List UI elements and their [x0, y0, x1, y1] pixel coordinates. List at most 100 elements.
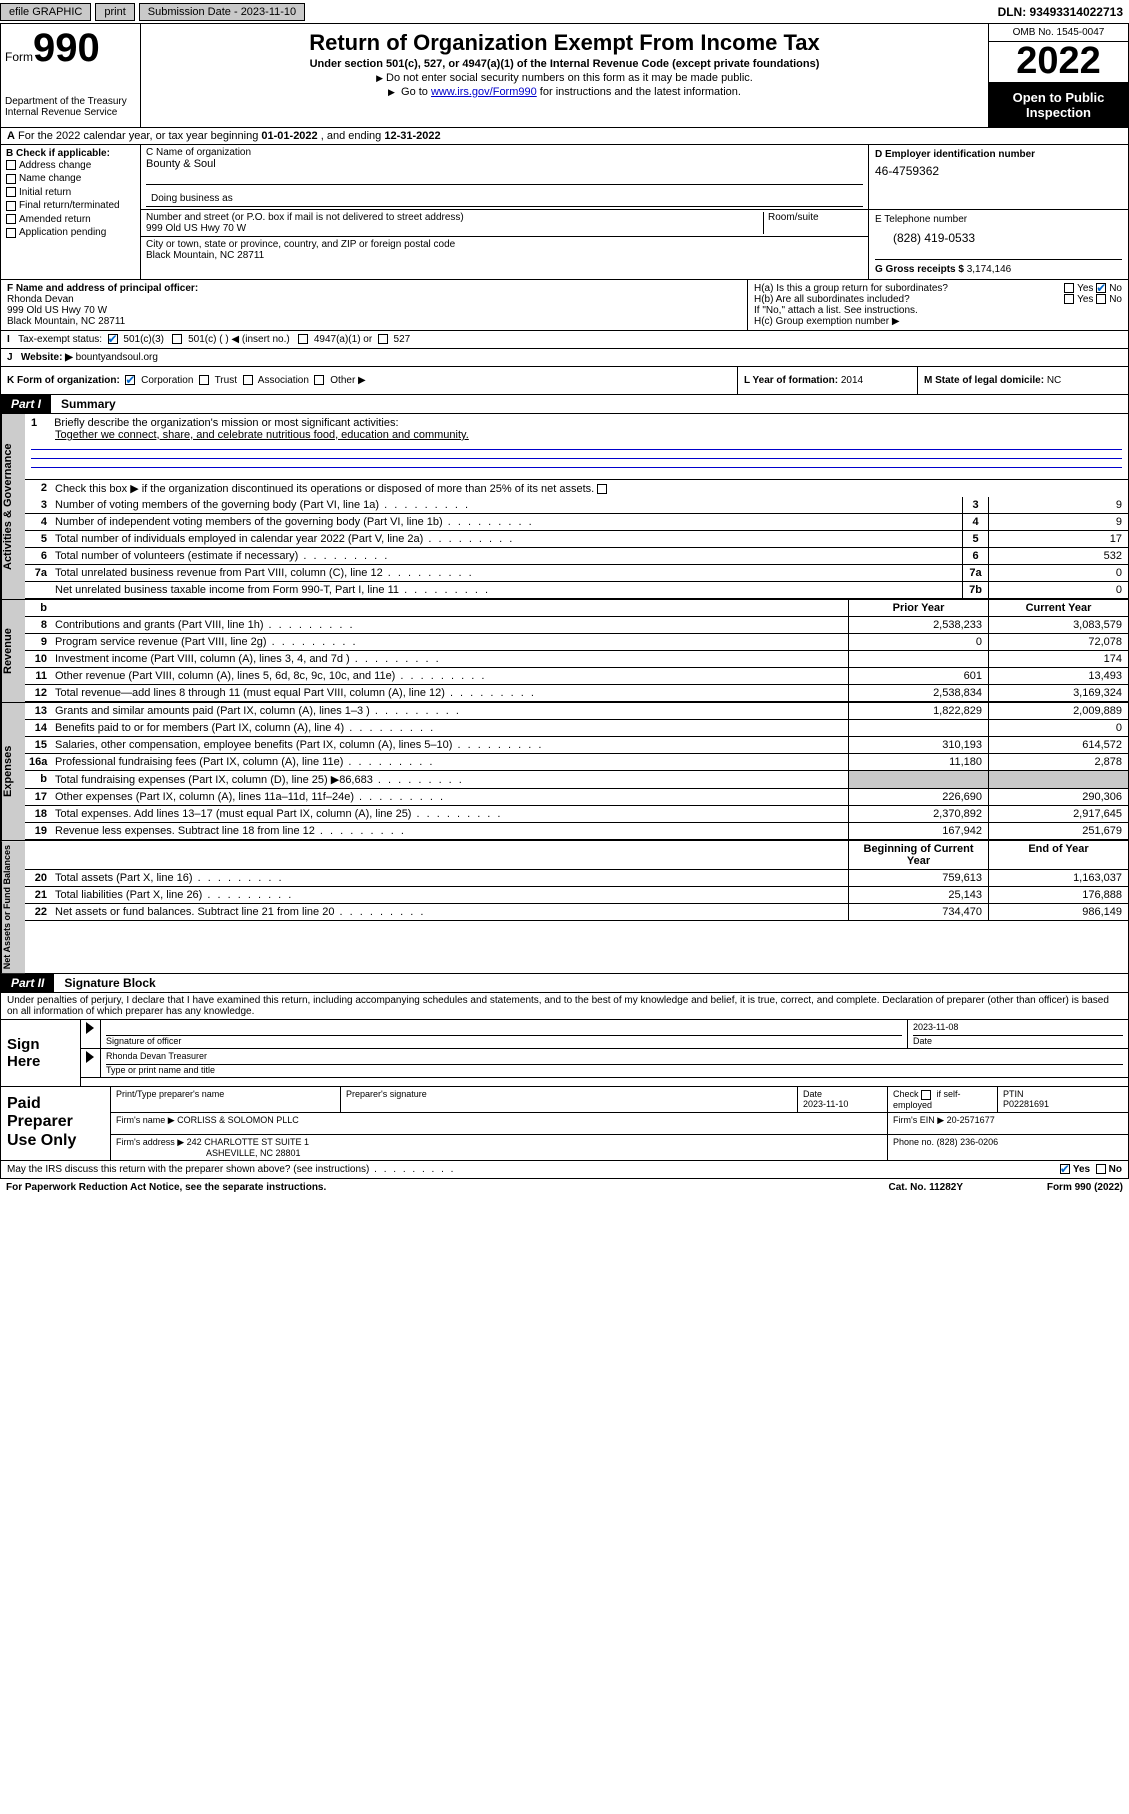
print-button[interactable]: print	[95, 3, 134, 21]
org-name-value: Bounty & Soul	[146, 158, 863, 170]
chk-self-emp[interactable]	[921, 1090, 931, 1100]
city-label: City or town, state or province, country…	[146, 239, 863, 250]
phone-label: E Telephone number	[875, 214, 1122, 225]
chk-name-change[interactable]: Name change	[6, 172, 135, 186]
org-name-label: C Name of organization	[146, 147, 863, 158]
part1-title: Summary	[51, 395, 1128, 413]
col-d-ein: D Employer identification number 46-4759…	[868, 145, 1128, 209]
row-a-pre: For the 2022 calendar year, or tax year …	[18, 130, 261, 142]
form-title: Return of Organization Exempt From Incom…	[149, 30, 980, 56]
hb-no[interactable]	[1096, 294, 1106, 304]
hb-yes[interactable]	[1064, 294, 1074, 304]
net-header-row: Beginning of Current Year End of Year	[25, 841, 1128, 870]
street-label: Number and street (or P.O. box if mail i…	[146, 212, 763, 223]
header-sub3: Go to www.irs.gov/Form990 for instructio…	[149, 86, 980, 98]
col-h-group: H(a) Is this a group return for subordin…	[748, 280, 1128, 330]
chk-addr-change[interactable]: Address change	[6, 159, 135, 173]
form-word: Form	[5, 50, 33, 64]
col-b-checkboxes: B Check if applicable: Address change Na…	[1, 145, 141, 279]
col-f-officer: F Name and address of principal officer:…	[1, 280, 748, 330]
part1-label: Part I	[1, 395, 51, 413]
gov-row: Net unrelated business taxable income fr…	[25, 582, 1128, 599]
chk-assoc[interactable]	[243, 375, 253, 385]
side-label-rev: Revenue	[1, 600, 25, 702]
sig-name-cell: Rhonda Devan Treasurer Type or print nam…	[101, 1049, 1128, 1077]
chk-app-pending[interactable]: Application pending	[6, 226, 135, 240]
prep-self-emp: Check if self-employed	[888, 1087, 998, 1112]
table-row: 9 Program service revenue (Part VIII, li…	[25, 634, 1128, 651]
chk-527[interactable]	[378, 334, 388, 344]
discuss-no[interactable]	[1096, 1164, 1106, 1174]
sub3-pre: Go to	[401, 86, 431, 98]
row-i-tax-status: I Tax-exempt status: 501(c)(3) 501(c) ( …	[0, 330, 1129, 348]
col-c: C Name of organization Bounty & Soul Doi…	[141, 145, 1128, 279]
row-a-tax-period: A For the 2022 calendar year, or tax yea…	[0, 128, 1129, 145]
hc-label: H(c) Group exemption number ▶	[754, 316, 1122, 327]
prep-sig-label: Preparer's signature	[341, 1087, 798, 1112]
table-row: 11 Other revenue (Part VIII, column (A),…	[25, 668, 1128, 685]
firm-phone-cell: Phone no. (828) 236-0206	[888, 1135, 1128, 1160]
row-klm: K Form of organization: Corporation Trus…	[0, 366, 1129, 395]
chk-501c3[interactable]	[108, 334, 118, 344]
gov-row: 3 Number of voting members of the govern…	[25, 497, 1128, 514]
sig-arrow-icon-2	[86, 1051, 94, 1063]
part2-title: Signature Block	[54, 974, 1128, 992]
row-a-mid: , and ending	[318, 130, 385, 142]
col-m-state: M State of legal domicile: NC	[918, 367, 1128, 394]
chk-corp[interactable]	[125, 375, 135, 385]
discuss-label: May the IRS discuss this return with the…	[7, 1164, 1060, 1175]
chk-initial[interactable]: Initial return	[6, 186, 135, 200]
chk-4947[interactable]	[298, 334, 308, 344]
efile-button[interactable]: efile GRAPHIC	[0, 3, 91, 21]
gross-receipts: G Gross receipts $ 3,174,146	[875, 259, 1122, 275]
sig-officer-cell: Signature of officer	[101, 1020, 908, 1048]
firm-ein-cell: Firm's EIN ▶ 20-2571677	[888, 1113, 1128, 1134]
ha-label: H(a) Is this a group return for subordin…	[754, 283, 1064, 294]
gov-row: 7a Total unrelated business revenue from…	[25, 565, 1128, 582]
mission-block: 1 Briefly describe the organization's mi…	[25, 414, 1128, 480]
tax-status-label: Tax-exempt status:	[18, 334, 102, 345]
table-row: 19 Revenue less expenses. Subtract line …	[25, 823, 1128, 840]
table-row: 10 Investment income (Part VIII, column …	[25, 651, 1128, 668]
ha-no[interactable]	[1096, 283, 1106, 293]
col-l-year: L Year of formation: 2014	[738, 367, 918, 394]
final-footer: For Paperwork Reduction Act Notice, see …	[0, 1179, 1129, 1196]
address-block: Number and street (or P.O. box if mail i…	[141, 210, 868, 279]
header-sub1: Under section 501(c), 527, or 4947(a)(1)…	[149, 58, 980, 70]
side-label-gov: Activities & Governance	[1, 414, 25, 599]
chk-501c[interactable]	[172, 334, 182, 344]
form-header: Form 990 Department of the Treasury Inte…	[0, 24, 1129, 128]
col-k-form-org: K Form of organization: Corporation Trus…	[1, 367, 738, 394]
chk-final[interactable]: Final return/terminated	[6, 199, 135, 213]
website-label: Website: ▶	[21, 352, 73, 363]
firm-addr-cell: Firm's address ▶ 242 CHARLOTTE ST SUITE …	[111, 1135, 888, 1160]
chk-amended[interactable]: Amended return	[6, 213, 135, 227]
chk-trust[interactable]	[199, 375, 209, 385]
mission-text: Together we connect, share, and celebrat…	[55, 429, 469, 441]
sign-here-label: Sign Here	[1, 1020, 81, 1086]
discuss-row: May the IRS discuss this return with the…	[0, 1161, 1129, 1179]
gov-row: 4 Number of independent voting members o…	[25, 514, 1128, 531]
table-row: 13 Grants and similar amounts paid (Part…	[25, 703, 1128, 720]
irs-link[interactable]: www.irs.gov/Form990	[431, 86, 537, 98]
line-2: 2 Check this box ▶ if the organization d…	[25, 480, 1128, 497]
chk-other[interactable]	[314, 375, 324, 385]
gov-row: 5 Total number of individuals employed i…	[25, 531, 1128, 548]
paid-preparer-block: Paid Preparer Use Only Print/Type prepar…	[1, 1086, 1128, 1160]
side-label-net: Net Assets or Fund Balances	[1, 841, 25, 973]
officer-addr2: Black Mountain, NC 28711	[7, 316, 125, 327]
ha-yes[interactable]	[1064, 283, 1074, 293]
form-number: 990	[33, 28, 100, 68]
chk-discontinued[interactable]	[597, 484, 607, 494]
officer-name: Rhonda Devan	[7, 294, 74, 305]
website-value: bountyandsoul.org	[76, 352, 158, 363]
form-footer: Form 990 (2022)	[963, 1182, 1123, 1193]
row-j-website: J Website: ▶ bountyandsoul.org	[0, 348, 1129, 366]
header-sub2: Do not enter social security numbers on …	[149, 72, 980, 84]
table-row: 8 Contributions and grants (Part VIII, l…	[25, 617, 1128, 634]
org-name-block: C Name of organization Bounty & Soul Doi…	[141, 145, 868, 209]
header-left: Form 990 Department of the Treasury Inte…	[1, 24, 141, 127]
sub3-post: for instructions and the latest informat…	[537, 86, 741, 98]
discuss-yes[interactable]	[1060, 1164, 1070, 1174]
firm-name-cell: Firm's name ▶ CORLISS & SOLOMON PLLC	[111, 1113, 888, 1134]
